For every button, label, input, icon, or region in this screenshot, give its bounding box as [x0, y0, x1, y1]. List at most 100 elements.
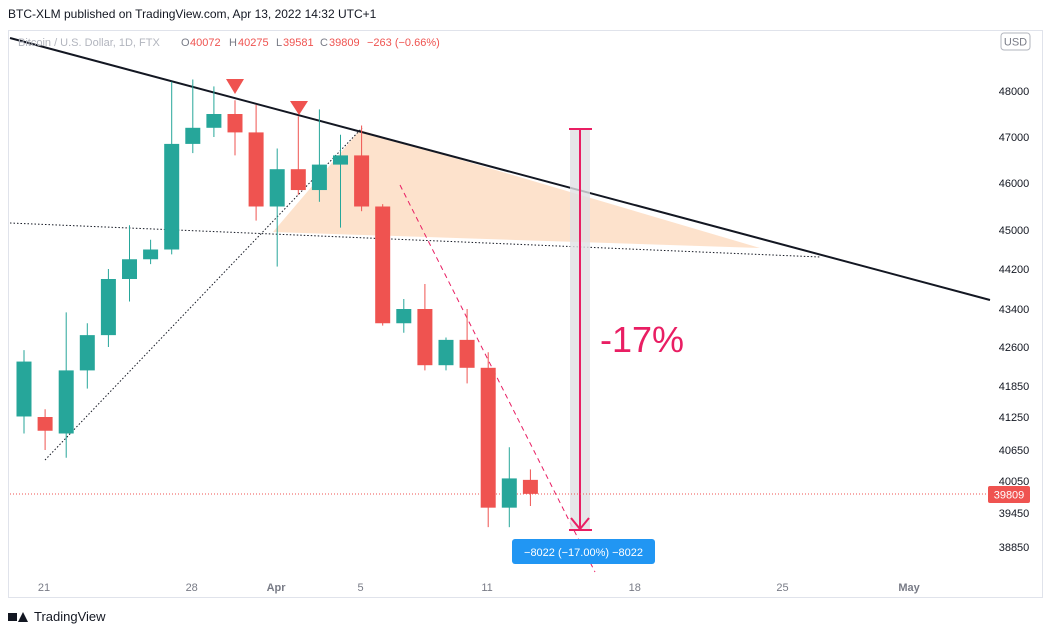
candle-body: [143, 249, 159, 260]
price-tick-label: 45000: [999, 225, 1030, 237]
candle-body: [522, 479, 538, 494]
top-marker-2: [290, 101, 308, 115]
candle: [248, 104, 264, 221]
candle-body: [311, 164, 327, 191]
candle-body: [164, 143, 180, 250]
price-tick-label: 47000: [999, 132, 1030, 144]
candle: [58, 312, 74, 458]
candle: [164, 81, 180, 255]
candle-body: [185, 127, 201, 144]
candle: [311, 109, 327, 202]
candle: [206, 86, 222, 137]
publish-info: BTC-XLM published on TradingView.com, Ap…: [8, 7, 377, 21]
time-tick-label: 18: [629, 582, 641, 594]
candle: [37, 409, 53, 450]
candle-body: [79, 335, 95, 371]
ascending-dotted-trendline: [44, 127, 363, 461]
candle: [290, 116, 306, 195]
candle-body: [16, 361, 32, 417]
time-tick-label: 11: [481, 582, 492, 594]
candle: [480, 352, 496, 528]
high-value: 40275: [238, 37, 269, 49]
time-tick-label: 28: [186, 582, 198, 594]
ohlc-legend: Bitcoin / U.S. Dollar, 1D, FTX O 40072 H…: [18, 37, 440, 49]
low-label: L: [276, 37, 282, 49]
candle: [396, 299, 412, 333]
close-label: C: [320, 37, 328, 49]
candle-body: [290, 169, 306, 191]
top-marker-1: [226, 79, 244, 94]
currency-button[interactable]: USD: [1000, 32, 1031, 51]
candle: [185, 79, 201, 154]
measure-info-text: −8022 (−17.00%) −8022: [524, 547, 643, 559]
candle-body: [417, 309, 433, 366]
candle-body: [58, 370, 74, 434]
brand-name: TradingView: [34, 609, 106, 624]
price-axis[interactable]: 48000 47000 46000 45000 44200 43400 42600 41850…: [999, 86, 1030, 554]
price-tick-label: 38850: [999, 542, 1030, 554]
percent-change-label: -17%: [600, 319, 684, 360]
candle-body: [206, 114, 222, 128]
tradingview-logo-icon: [8, 611, 28, 623]
price-tick-label: 42600: [999, 342, 1030, 354]
chart-drawings: [9, 37, 991, 573]
price-tick-label: 40650: [999, 445, 1030, 457]
price-tick-label: 44200: [999, 264, 1030, 276]
candle: [269, 148, 285, 267]
candle: [79, 323, 95, 389]
measure-arrowhead: [570, 517, 590, 531]
candle-body: [354, 155, 370, 207]
candle-body: [375, 206, 391, 324]
candle-body: [333, 155, 348, 165]
candle-body: [459, 339, 475, 368]
price-tick-label: 39450: [999, 508, 1030, 520]
candle: [333, 134, 348, 228]
candle: [522, 469, 538, 507]
low-value: 39581: [283, 37, 314, 49]
price-tick-label: 43400: [999, 304, 1030, 316]
candle-body: [480, 367, 496, 508]
candle: [501, 447, 517, 528]
candles-layer: [16, 79, 538, 528]
candle-body: [501, 478, 517, 508]
candle-body: [269, 169, 285, 207]
footer-brand[interactable]: TradingView: [8, 609, 106, 624]
candle: [417, 284, 433, 371]
time-tick-label: 21: [38, 582, 50, 594]
candle: [459, 309, 475, 384]
price-tick-label: 41850: [999, 381, 1030, 393]
last-price-tag: 39809: [988, 486, 1030, 503]
price-tick-label: 46000: [999, 178, 1030, 190]
candle: [354, 125, 370, 212]
candle: [375, 204, 391, 326]
time-axis[interactable]: 21 28 Apr 5 11 18 25 May: [38, 582, 921, 594]
descending-trendline: [9, 37, 991, 301]
symbol-label: Bitcoin / U.S. Dollar, 1D, FTX: [18, 37, 160, 49]
price-tick-label: 40050: [999, 476, 1030, 488]
change-value: −263 (−0.66%): [367, 37, 440, 49]
open-label: O: [181, 37, 190, 49]
time-tick-label: 25: [776, 582, 788, 594]
candle: [227, 100, 243, 156]
candle-body: [227, 114, 243, 133]
time-tick-label: May: [898, 582, 920, 594]
candle-body: [122, 259, 137, 279]
measure-info-box: −8022 (−17.00%) −8022: [512, 539, 655, 564]
time-tick-label: Apr: [267, 582, 287, 594]
chart-frame: [8, 30, 1043, 598]
candle-body: [248, 132, 264, 207]
close-value: 39809: [329, 37, 360, 49]
candle-body: [100, 279, 116, 336]
time-tick-label: 5: [357, 582, 363, 594]
triangle-pattern-fill: [273, 130, 760, 248]
candle: [122, 225, 137, 302]
horizontal-dotted-support: [9, 222, 821, 258]
candle-body: [438, 339, 454, 366]
candle: [143, 239, 159, 265]
high-label: H: [229, 37, 237, 49]
candle: [16, 350, 32, 434]
candle-body: [37, 417, 53, 431]
candle: [100, 269, 116, 347]
candle: [438, 337, 454, 371]
